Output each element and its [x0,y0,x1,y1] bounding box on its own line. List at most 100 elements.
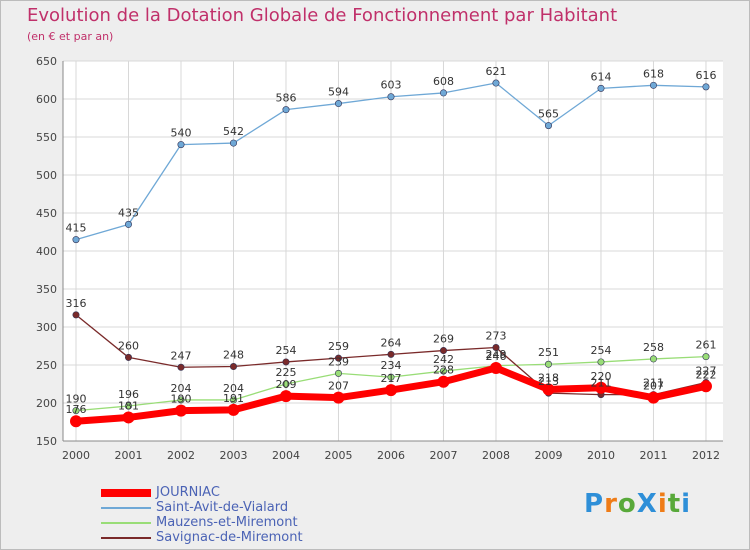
data-label: 225 [275,366,296,379]
data-label: 251 [538,346,559,359]
y-tick-label: 450 [36,207,57,220]
data-point [177,141,185,149]
y-tick-label: 300 [36,321,57,334]
data-label: 181 [118,399,139,412]
y-tick-label: 200 [36,397,57,410]
data-point [649,355,657,363]
legend-swatch [101,507,151,509]
data-label: 614 [590,70,611,83]
data-label: 209 [275,378,296,391]
data-label: 264 [380,336,401,349]
data-label: 222 [695,368,716,381]
chart-subtitle: (en € et par an) [27,30,114,43]
logo-letter: i [657,489,668,519]
data-point [387,350,395,358]
data-label: 196 [118,388,139,401]
data-point [332,391,345,404]
data-label: 254 [275,344,296,357]
data-point [439,347,447,355]
data-label: 608 [433,75,454,88]
data-point [437,375,450,388]
data-label: 260 [118,339,139,352]
data-point [177,363,185,371]
chart-title: Evolution de la Dotation Globale de Fonc… [27,5,618,26]
legend-swatch [101,489,151,497]
data-point [384,384,397,397]
data-label: 211 [643,377,664,390]
data-point [70,415,82,428]
y-tick-label: 600 [36,93,57,106]
legend-label: Mauzens-et-Miremont [156,515,298,530]
y-tick-label: 150 [36,435,57,448]
data-point [387,93,395,101]
logo-letter: P [584,489,605,519]
logo-letter: r [604,489,618,519]
x-tick-label: 2009 [534,449,562,462]
y-tick-label: 550 [36,131,57,144]
data-point [492,344,500,352]
data-point [649,81,657,89]
data-point [597,84,605,92]
data-label: 191 [223,392,244,405]
x-tick-label: 2010 [587,449,615,462]
data-point [122,411,135,424]
data-point [282,380,290,388]
proxiti-logo: ProXiti [584,489,691,519]
x-tick-label: 2004 [272,449,300,462]
legend-label: JOURNIAC [156,485,220,500]
data-point [177,396,185,404]
data-label: 415 [66,222,87,235]
data-label: 204 [170,382,191,395]
data-label: 586 [275,92,296,105]
x-tick-label: 2007 [429,449,457,462]
data-label: 269 [433,333,454,346]
data-label: 211 [590,377,611,390]
logo-letter: X [636,489,658,519]
data-label: 254 [590,344,611,357]
data-point [72,407,80,415]
data-point [387,373,395,381]
x-tick-label: 2006 [377,449,405,462]
data-point [702,353,710,361]
x-tick-label: 2000 [62,449,90,462]
data-point [282,358,290,366]
data-point [334,369,342,377]
data-label: 435 [118,206,139,219]
data-point [229,363,237,371]
data-label: 176 [66,403,87,416]
data-label: 273 [485,330,506,343]
data-label: 207 [643,380,664,393]
data-point [544,360,552,368]
data-label: 220 [590,370,611,383]
legend-label: Saint-Avit-de-Vialard [156,500,289,515]
data-label: 594 [328,86,349,99]
data-point [279,390,292,403]
x-tick-label: 2003 [219,449,247,462]
data-label: 261 [695,339,716,352]
data-label: 540 [170,127,191,140]
logo-letter: t [667,489,682,519]
data-point [229,396,237,404]
data-point [229,139,237,147]
data-label: 217 [380,372,401,385]
y-tick-label: 350 [36,283,57,296]
x-tick-label: 2001 [114,449,142,462]
data-label: 316 [66,297,87,310]
data-label: 207 [328,380,349,393]
y-tick-label: 500 [36,169,57,182]
data-label: 542 [223,125,244,138]
data-point [124,220,132,228]
legend-swatch [101,537,151,539]
data-point [492,79,500,87]
data-label: 616 [695,69,716,82]
data-label: 228 [433,364,454,377]
data-label: 239 [328,355,349,368]
data-point [439,89,447,97]
data-label: 618 [643,67,664,80]
data-point [282,106,290,114]
data-point [72,236,80,244]
data-point [124,353,132,361]
data-label: 242 [433,353,454,366]
data-point [174,404,187,417]
